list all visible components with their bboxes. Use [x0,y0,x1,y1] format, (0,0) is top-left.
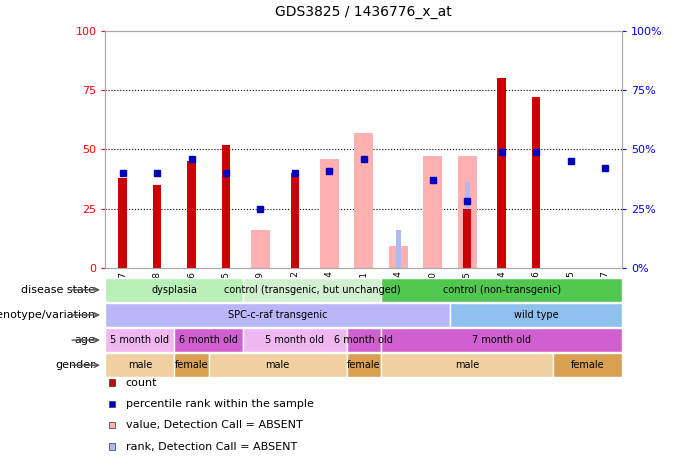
Bar [423,156,442,268]
Bar [320,159,339,268]
Text: female: female [347,360,381,370]
Bar [118,178,127,268]
Text: male: male [128,360,152,370]
Text: control (non-transgenic): control (non-transgenic) [443,285,561,295]
Text: GDS3825 / 1436776_x_at: GDS3825 / 1436776_x_at [275,5,452,19]
Text: value, Detection Call = ABSENT: value, Detection Call = ABSENT [126,420,303,430]
Bar [105,353,174,377]
Bar [153,185,161,268]
Text: control (transgenic, but unchanged): control (transgenic, but unchanged) [224,285,401,295]
Text: male: male [266,360,290,370]
Text: male: male [455,360,479,370]
Bar [251,230,270,268]
Bar [464,182,470,268]
Bar [463,209,471,268]
Bar [243,278,381,302]
Text: 7 month old: 7 month old [472,335,531,345]
Bar [243,328,347,352]
Bar [222,145,231,268]
Text: female: female [571,360,605,370]
Text: female: female [175,360,208,370]
Text: rank, Detection Call = ABSENT: rank, Detection Call = ABSENT [126,441,297,452]
Text: 5 month old: 5 month old [265,335,324,345]
Bar [290,173,299,268]
Bar [209,353,347,377]
Bar [347,353,381,377]
Text: SPC-c-raf transgenic: SPC-c-raf transgenic [228,310,327,320]
Bar [532,97,541,268]
Bar [450,303,622,327]
Text: 5 month old: 5 month old [110,335,169,345]
Bar [381,353,554,377]
Text: dysplasia: dysplasia [152,285,197,295]
Bar [105,303,450,327]
Text: genotype/variation: genotype/variation [0,310,95,320]
Text: 6 month old: 6 month old [335,335,393,345]
Text: count: count [126,377,157,388]
Text: disease state: disease state [21,285,95,295]
Text: gender: gender [55,360,95,370]
Bar [381,328,622,352]
Bar [458,156,477,268]
Bar [554,353,622,377]
Bar [105,278,243,302]
Bar [389,246,408,268]
Bar [347,328,381,352]
Bar [396,230,401,268]
Bar [174,353,209,377]
Text: percentile rank within the sample: percentile rank within the sample [126,399,313,409]
Text: wild type: wild type [514,310,558,320]
Bar [174,328,243,352]
Text: age: age [74,335,95,345]
Bar [354,133,373,268]
Text: 6 month old: 6 month old [180,335,238,345]
Bar [497,78,506,268]
Bar [187,161,196,268]
Bar [105,328,174,352]
Bar [381,278,622,302]
